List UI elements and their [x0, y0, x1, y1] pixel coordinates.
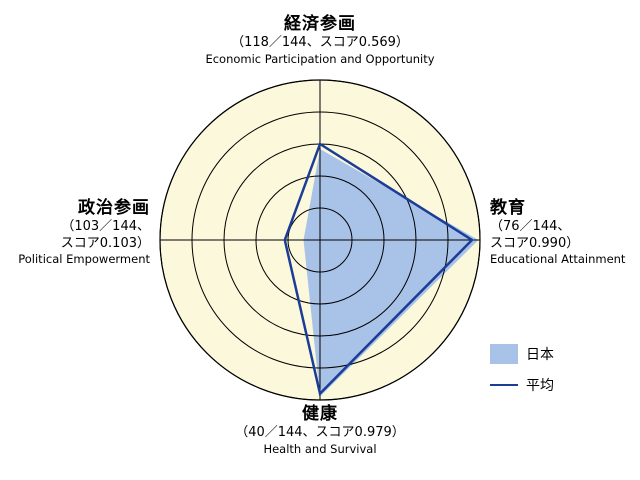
axis-label-political-rank-2: スコア0.103） — [60, 235, 150, 251]
axis-label-economic-en: Economic Participation and Opportunity — [205, 51, 435, 66]
axis-label-health-rank: （40／144、スコア0.979） — [235, 425, 405, 441]
legend-line-average — [490, 384, 518, 386]
axis-label-economic-jp: 経済参画 — [284, 14, 356, 34]
legend-label-japan: 日本 — [526, 347, 554, 363]
series-japan-area — [303, 148, 479, 397]
axis-label-political-jp: 政治参画 — [78, 198, 150, 218]
legend-item-japan: 日本 — [490, 343, 554, 365]
axis-label-education-jp: 教育 — [490, 198, 526, 218]
legend-item-average: 平均 — [490, 374, 554, 396]
axis-label-education-rank-1: （76／144、 — [490, 219, 571, 235]
axis-label-education-en: Educational Attainment — [490, 251, 626, 266]
legend-swatch-japan — [490, 344, 518, 364]
legend: 日本 平均 — [490, 343, 554, 405]
axis-label-education: 教育 （76／144、 スコア0.990） Educational Attain… — [490, 198, 625, 266]
axis-label-political-rank-1: （103／144、 — [61, 219, 150, 235]
axis-label-health: 健康 （40／144、スコア0.979） Health and Survival — [160, 404, 480, 456]
legend-label-average: 平均 — [526, 378, 554, 394]
axis-label-health-jp: 健康 — [302, 404, 338, 424]
axis-label-economic: 経済参画 （118／144、スコア0.569） Economic Partici… — [160, 14, 480, 66]
series-average-line — [283, 142, 474, 397]
axis-label-political-en: Political Empowerment — [18, 251, 150, 266]
axis-label-education-rank-2: スコア0.990） — [490, 235, 580, 251]
axis-label-economic-rank: （118／144、スコア0.569） — [231, 35, 409, 51]
axis-label-political: 政治参画 （103／144、 スコア0.103） Political Empow… — [0, 198, 150, 266]
axis-label-health-en: Health and Survival — [263, 441, 377, 456]
